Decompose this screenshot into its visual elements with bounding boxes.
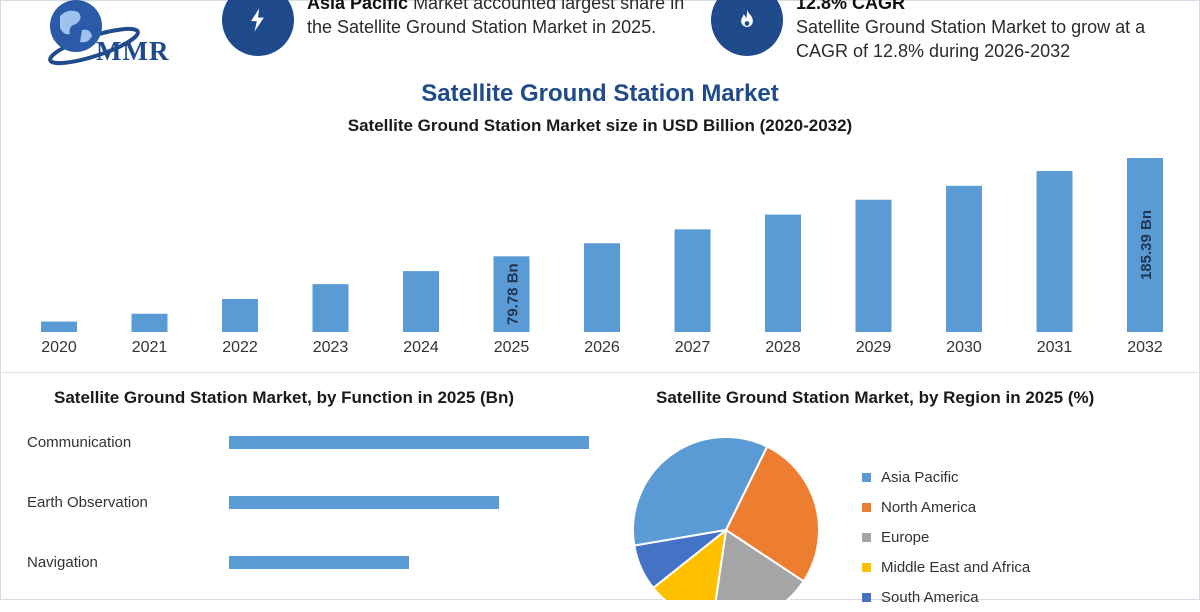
legend-swatch: [862, 592, 871, 602]
legend-swatch: [862, 532, 871, 542]
x-tick-2029: 2029: [856, 339, 892, 356]
legend-label: Europe: [881, 528, 930, 546]
function-bar-chart: Communication Earth Observation Navigation: [27, 434, 589, 571]
lightning-icon: [222, 0, 294, 56]
bar-2030: [946, 185, 982, 332]
x-tick-2027: 2027: [675, 339, 711, 356]
x-tick-2031: 2031: [1037, 339, 1073, 356]
function-label-earth-observation: Earth Observation: [27, 494, 148, 511]
data-label-2032: 185.39 Bn: [1138, 210, 1155, 280]
bar-2024: [403, 271, 439, 332]
legend-label: Middle East and Africa: [881, 558, 1031, 576]
x-tick-2024: 2024: [403, 339, 439, 356]
pie-slice-asia-pacific: [632, 436, 769, 547]
logo-text: MMR: [96, 36, 170, 66]
bar-2025: [493, 256, 530, 332]
x-tick-2021: 2021: [132, 339, 168, 356]
region-pie-chart: [632, 436, 820, 600]
pie-slice-middle-east-and-africa: [651, 527, 728, 600]
region-chart-title: Satellite Ground Station Market, by Regi…: [656, 388, 1095, 407]
legend-label: Asia Pacific: [881, 468, 959, 486]
legend-item-asia-pacific: Asia Pacific: [862, 462, 1030, 492]
market-size-bar-chart: 2020 2021 2022 2023 2024 2025 79.78 Bn 2026 2027…: [41, 158, 1163, 356]
bar-2032: [1127, 158, 1163, 332]
legend-label: North America: [881, 498, 977, 516]
highlight-1-text: Market accounted largest share in the Sa…: [307, 0, 685, 37]
highlight-cagr: 12.8% CAGR Satellite Ground Station Marke…: [796, 0, 1196, 63]
legend-item-europe: Europe: [862, 522, 1030, 552]
highlight-1-bold: Asia Pacific: [307, 0, 409, 13]
highlight-2-text: Satellite Ground Station Market to grow …: [796, 17, 1146, 61]
bar-2022: [222, 298, 258, 332]
function-label-communication: Communication: [27, 434, 131, 451]
function-chart-title: Satellite Ground Station Market, by Func…: [54, 388, 514, 407]
region-legend: Asia Pacific North America Europe Middle Ea…: [862, 462, 1030, 612]
highlight-asia-pacific: Asia Pacific Market accounted largest sh…: [307, 0, 707, 39]
legend-label: South America: [881, 588, 979, 606]
x-tick-2023: 2023: [313, 339, 349, 356]
x-tick-2028: 2028: [765, 339, 801, 356]
bar-2028: [765, 214, 801, 332]
bar-2029: [855, 199, 892, 332]
x-tick-2022: 2022: [222, 339, 258, 356]
legend-swatch: [862, 472, 871, 482]
bar-2020: [41, 321, 77, 332]
legend-item-north-america: North America: [862, 492, 1030, 522]
function-bar-navigation: [229, 556, 409, 569]
chart-subtitle: Satellite Ground Station Market size in …: [347, 116, 853, 135]
bar-2031: [1036, 171, 1073, 332]
mmr-logo: [48, 0, 140, 66]
fire-icon: [711, 0, 783, 56]
chart-main-title: Satellite Ground Station Market: [421, 80, 779, 107]
bar-2027: [674, 229, 711, 332]
x-tick-2025: 2025: [494, 339, 530, 356]
section-divider: [0, 372, 1200, 373]
data-label-2025: 79.78 Bn: [505, 263, 522, 325]
x-tick-2032: 2032: [1127, 339, 1163, 356]
legend-swatch: [862, 562, 871, 572]
pie-slice-north-america: [724, 445, 820, 583]
x-tick-2020: 2020: [41, 339, 77, 356]
highlight-2-bold: 12.8% CAGR: [796, 0, 906, 13]
function-bar-earth-observation: [229, 496, 499, 509]
legend-item-south-america: South America: [862, 582, 1030, 612]
pie-slice-europe: [714, 528, 805, 600]
bar-2023: [312, 284, 349, 332]
function-bar-communication: [229, 436, 589, 449]
x-tick-2026: 2026: [584, 339, 620, 356]
function-label-navigation: Navigation: [27, 554, 98, 571]
bar-2026: [584, 243, 620, 332]
legend-swatch: [862, 502, 871, 512]
bar-2021: [131, 313, 168, 332]
x-tick-2030: 2030: [946, 339, 982, 356]
legend-item-middle-east-and-africa: Middle East and Africa: [862, 552, 1030, 582]
pie-slice-south-america: [633, 529, 727, 590]
